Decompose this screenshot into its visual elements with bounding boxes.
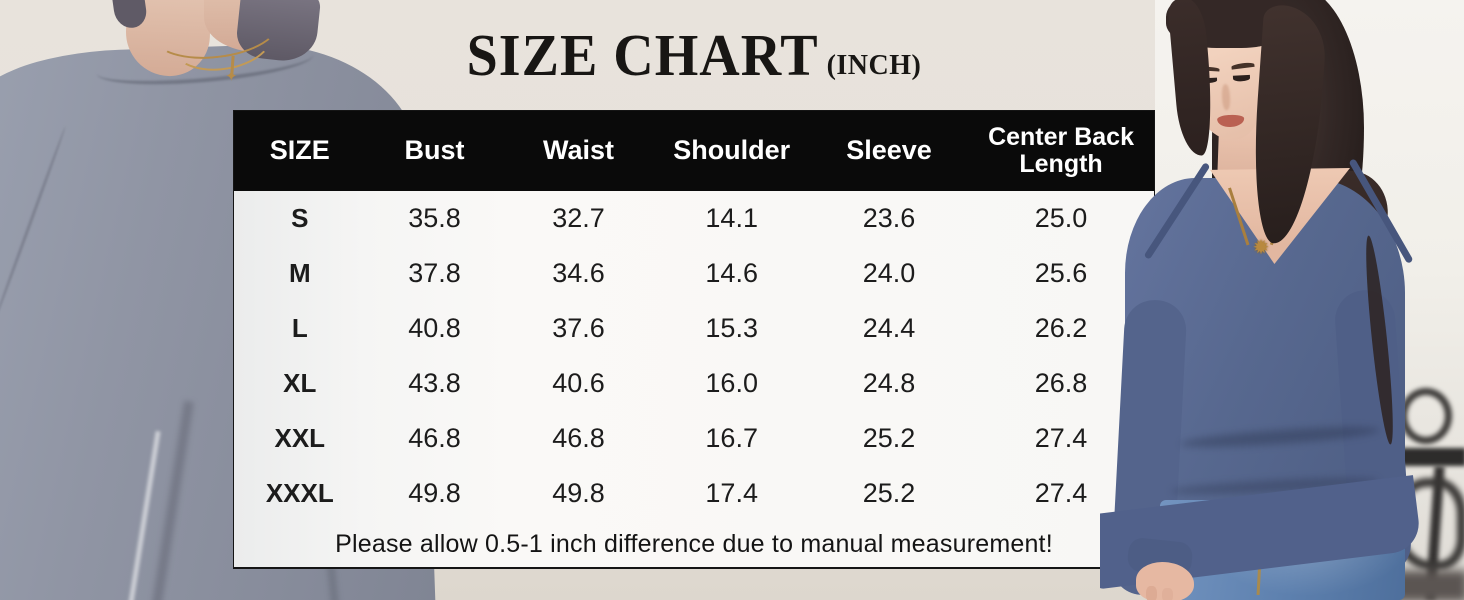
table-cell: 37.6	[552, 313, 605, 343]
table-body: S 35.8 32.7 14.1 23.6 25.0 M 37.8 34.6 1…	[234, 191, 1154, 521]
table-cell: 24.0	[862, 258, 916, 288]
necklace-pendant-icon: ✦	[225, 68, 238, 85]
title-unit: (INCH)	[826, 50, 922, 81]
cafe-table-edge	[1396, 448, 1464, 466]
table-cell: 35.8	[408, 203, 461, 233]
header-cell-waist: Waist	[543, 135, 615, 166]
table-cell: XL	[283, 368, 317, 398]
table-cell: XXXL	[265, 478, 334, 508]
table-cell: 27.4	[1034, 478, 1088, 508]
measurement-note: Please allow 0.5-1 inch difference due t…	[335, 529, 1053, 558]
eyebrow	[1231, 61, 1255, 70]
table-cell: 23.6	[862, 203, 916, 233]
table-cell: 26.8	[1034, 368, 1088, 398]
table-cell: 14.1	[705, 203, 758, 233]
title-text: SIZE CHART	[466, 23, 819, 89]
nose	[1221, 83, 1231, 111]
table-cell: 43.8	[408, 368, 461, 398]
table-cell: 37.8	[408, 258, 461, 288]
header-cell-bust: Bust	[404, 135, 465, 166]
table-cell: 25.2	[862, 423, 916, 453]
header-cell-shoulder: Shoulder	[673, 135, 791, 166]
table-cell: 34.6	[552, 258, 605, 288]
table-cell: 14.6	[705, 258, 758, 288]
table-cell: 26.2	[1034, 313, 1088, 343]
size-row-xl: XL 43.8 40.6 16.0 24.8 26.8	[234, 356, 1154, 411]
table-cell: 49.8	[408, 478, 461, 508]
table-cell: 24.4	[862, 313, 916, 343]
table-cell: L	[291, 313, 308, 343]
table-cell: 25.6	[1034, 258, 1088, 288]
table-cell: S	[291, 203, 309, 233]
table-cell: 46.8	[552, 423, 605, 453]
header-cell-center-back-length: Center Back Length	[988, 123, 1134, 178]
table-cell: 40.6	[552, 368, 605, 398]
table-cell: 16.7	[705, 423, 758, 453]
model-hand	[1146, 586, 1157, 600]
size-chart-table: SIZE Bust Waist Shoulder Sleeve Center B…	[233, 110, 1155, 569]
necklace-pendant-icon: ✹	[1252, 237, 1270, 259]
eye	[1232, 74, 1251, 82]
header-cell-size: SIZE	[269, 135, 330, 166]
table-cell: M	[288, 258, 311, 288]
size-row-xxxl: XXXL 49.8 49.8 17.4 25.2 27.4	[234, 466, 1154, 521]
table-cell: 32.7	[552, 203, 605, 233]
measurement-note-row: Please allow 0.5-1 inch difference due t…	[234, 521, 1154, 567]
header-cell-sleeve: Sleeve	[846, 135, 932, 166]
table-cell: 46.8	[408, 423, 461, 453]
table-cell: 40.8	[408, 313, 461, 343]
table-cell: 25.0	[1034, 203, 1088, 233]
size-row-s: S 35.8 32.7 14.1 23.6 25.0	[234, 191, 1154, 246]
model-hand	[1162, 588, 1173, 600]
table-cell: 25.2	[862, 478, 916, 508]
size-row-xxl: XXL 46.8 46.8 16.7 25.2 27.4	[234, 411, 1154, 466]
lips	[1216, 114, 1245, 128]
table-cell: 17.4	[705, 478, 758, 508]
table-cell: XXL	[274, 423, 326, 453]
table-cell: 27.4	[1034, 423, 1088, 453]
size-row-l: L 40.8 37.6 15.3 24.4 26.2	[234, 301, 1154, 356]
size-row-m: M 37.8 34.6 14.6 24.0 25.6	[234, 246, 1154, 301]
left-model-photo: ✦	[0, 0, 480, 600]
table-cell: 49.8	[552, 478, 605, 508]
table-header-row: SIZE Bust Waist Shoulder Sleeve Center B…	[234, 111, 1154, 191]
page-title: SIZE CHART (INCH)	[233, 23, 1155, 100]
table-cell: 16.0	[705, 368, 758, 398]
cafe-chair	[1400, 388, 1452, 444]
right-model-photo: ✹	[1100, 0, 1464, 600]
table-cell: 24.8	[862, 368, 916, 398]
table-cell: 15.3	[705, 313, 758, 343]
